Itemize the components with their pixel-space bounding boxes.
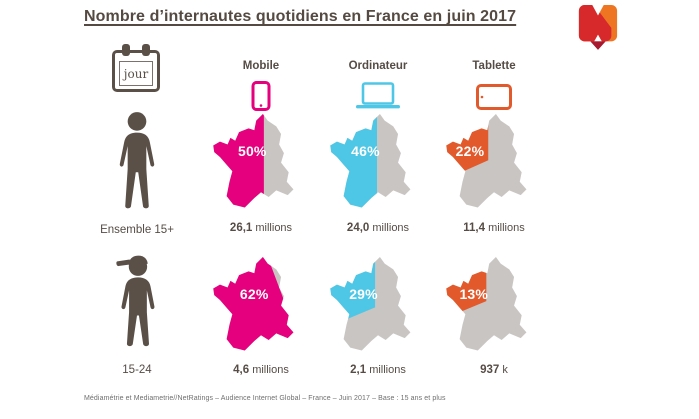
row-label-15-24: 15-24 xyxy=(122,364,152,376)
value-tablette-ensemble: 11,4 millions xyxy=(424,222,564,234)
map-ordinateur-ensemble: 46% xyxy=(330,114,426,219)
value-mobile-15-24: 4,6 millions xyxy=(191,364,331,376)
value-unit: millions xyxy=(252,364,289,376)
percent-label: 50% xyxy=(237,143,267,160)
calendar-ring-icon xyxy=(142,44,150,56)
smartphone-icon xyxy=(251,81,271,111)
adult-icon xyxy=(119,112,155,209)
map-tablette-15-24: 13% xyxy=(446,257,542,362)
calendar-day-label: jour xyxy=(119,61,153,86)
mediametrie-logo xyxy=(578,5,618,50)
value-ordinateur-15-24: 2,1 millions xyxy=(308,364,448,376)
value-number: 2,1 xyxy=(350,364,367,376)
map-ordinateur-15-24: 29% xyxy=(330,257,426,362)
percent-label: 29% xyxy=(349,286,378,303)
percent-label: 13% xyxy=(459,286,489,303)
value-number: 937 xyxy=(480,364,500,376)
column-header-mobile: Mobile xyxy=(242,60,280,72)
value-unit: millions xyxy=(255,222,293,234)
value-number: 4,6 xyxy=(233,364,250,376)
map-mobile-ensemble: 50% xyxy=(213,114,309,219)
laptop-icon xyxy=(356,82,400,109)
value-mobile-ensemble: 26,1 millions xyxy=(191,222,331,234)
percent-label: 22% xyxy=(455,143,485,160)
value-unit: millions xyxy=(372,222,410,234)
map-tablette-ensemble: 22% xyxy=(446,114,542,219)
value-number: 24,0 xyxy=(346,222,370,234)
column-header-ordinateur: Ordinateur xyxy=(348,60,408,72)
calendar-day-icon: jour xyxy=(112,44,160,92)
row-label-ensemble: Ensemble 15+ xyxy=(100,224,174,236)
calendar-ring-icon xyxy=(122,44,130,56)
column-header-tablette: Tablette xyxy=(472,60,516,72)
value-number: 11,4 xyxy=(463,222,485,234)
youth-icon xyxy=(116,255,155,347)
value-number: 26,1 xyxy=(229,222,253,234)
value-ordinateur-ensemble: 24,0 millions xyxy=(308,222,448,234)
tablet-icon xyxy=(476,84,512,110)
source-note: Médiamétrie et Mediametrie//NetRatings –… xyxy=(84,395,446,402)
value-unit: k xyxy=(502,364,508,376)
value-unit: millions xyxy=(488,222,525,234)
page-title: Nombre d’internautes quotidiens en Franc… xyxy=(84,8,517,25)
value-tablette-15-24: 937 k xyxy=(424,364,564,376)
percent-label: 62% xyxy=(239,286,269,303)
percent-label: 46% xyxy=(351,143,380,160)
map-mobile-15-24: 62% xyxy=(213,257,309,362)
value-unit: millions xyxy=(369,364,406,376)
